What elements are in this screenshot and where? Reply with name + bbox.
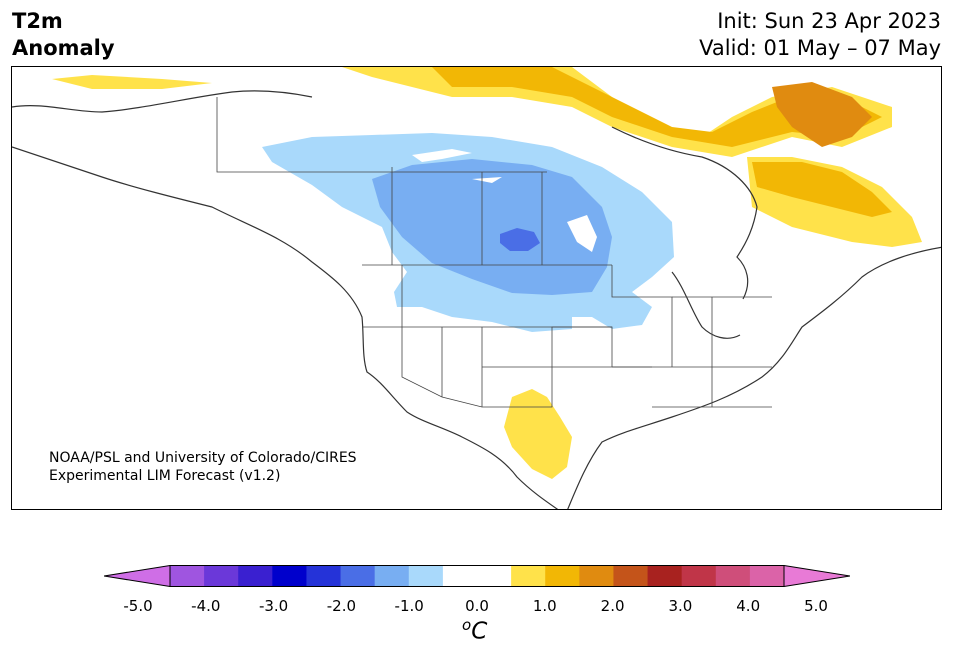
colorbar-tick-label: -3.0 bbox=[258, 597, 289, 615]
warm-shading-baffin-dark bbox=[772, 82, 872, 147]
colorbar-segment bbox=[715, 565, 751, 587]
lake-winnipeg bbox=[567, 215, 597, 252]
colorbar-segment bbox=[511, 565, 546, 587]
colorbar-tick-label: 0.0 bbox=[465, 597, 489, 615]
unit-superscript: o bbox=[462, 616, 472, 634]
colorbar-tick-label: 4.0 bbox=[736, 597, 761, 615]
colorbar-ticks: -5.0 -4.0 -3.0 -2.0 -1.0 0.0 1.0 2.0 3.0 4.0 5.0 bbox=[0, 597, 953, 617]
colorbar-tick-label: 5.0 bbox=[804, 597, 828, 615]
colorbar-tick-label: -4.0 bbox=[191, 597, 221, 615]
colorbar-tick-label: 1.0 bbox=[532, 597, 557, 615]
political-borders bbox=[216, 97, 772, 408]
colorbar-tick-label: 2.0 bbox=[600, 597, 625, 615]
colorbar-segment bbox=[306, 565, 342, 587]
colorbar-segment bbox=[681, 565, 717, 587]
colorbar-unit-label: oC bbox=[462, 616, 487, 645]
colorbar-segment bbox=[477, 565, 512, 587]
colorbar-segment bbox=[442, 565, 478, 587]
credit-line-1: NOAA/PSL and University of Colorado/CIRE… bbox=[49, 450, 357, 466]
colorbar-segment bbox=[545, 565, 580, 587]
title-line-2: Anomaly bbox=[12, 36, 115, 60]
colorbar-segment bbox=[170, 565, 205, 587]
forecast-dates: Init: Sun 23 Apr 2023 Valid: 01 May – 07… bbox=[699, 8, 941, 62]
colorbar-segment bbox=[204, 565, 239, 587]
colorbar-extend-low bbox=[104, 565, 171, 587]
colorbar-segment bbox=[340, 565, 376, 587]
warm-shading-arctic-orange bbox=[432, 67, 882, 147]
colorbar-tick-label: 3.0 bbox=[668, 597, 693, 615]
coastlines bbox=[12, 90, 941, 509]
colorbar-extend-high bbox=[783, 565, 850, 587]
colorbar-segment bbox=[408, 565, 444, 587]
colorbar-segment bbox=[238, 565, 273, 587]
warm-shading-mexico bbox=[504, 389, 572, 479]
colorbar-frame bbox=[169, 565, 785, 587]
colorbar-segment bbox=[272, 565, 307, 587]
cold-shading-level-3 bbox=[500, 228, 540, 251]
unit-base: C bbox=[471, 618, 488, 645]
colorbar-segment bbox=[613, 565, 649, 587]
map-title: T2m Anomaly bbox=[12, 8, 115, 62]
colorbar-tick-label: -2.0 bbox=[326, 597, 357, 615]
anomaly-map bbox=[12, 67, 941, 509]
colorbar-tick-label: -1.0 bbox=[394, 597, 424, 615]
colorbar-tick-label: -5.0 bbox=[123, 597, 153, 615]
colorbar-segment bbox=[647, 565, 683, 587]
lake-great-slave bbox=[472, 177, 502, 183]
init-date: Init: Sun 23 Apr 2023 bbox=[717, 9, 941, 33]
map-panel bbox=[11, 66, 942, 510]
warm-shading-arctic-strip bbox=[52, 75, 212, 89]
title-line-1: T2m bbox=[12, 9, 63, 33]
colorbar-segment bbox=[749, 565, 785, 587]
lake-great-bear bbox=[412, 149, 472, 162]
data-credit: NOAA/PSL and University of Colorado/CIRE… bbox=[49, 449, 357, 485]
colorbar-segment bbox=[579, 565, 614, 587]
colorbar bbox=[104, 565, 850, 587]
colorbar-segment bbox=[374, 565, 410, 587]
cold-shading-level-2 bbox=[372, 159, 612, 295]
valid-date: Valid: 01 May – 07 May bbox=[699, 36, 941, 60]
credit-line-2: Experimental LIM Forecast (v1.2) bbox=[49, 468, 281, 484]
warm-shading-labrador-orange bbox=[752, 162, 892, 217]
